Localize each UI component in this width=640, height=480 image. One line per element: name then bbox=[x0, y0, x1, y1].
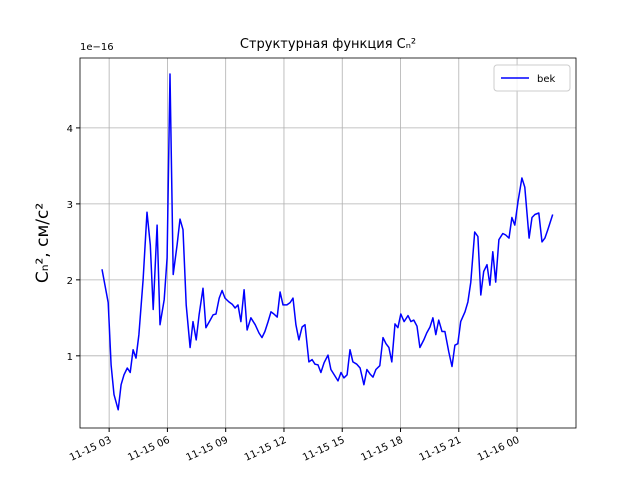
axes-frame bbox=[79, 57, 577, 429]
x-tick-label: 11-15 12 bbox=[243, 435, 288, 464]
y-axis-label: Cₙ², см/с² bbox=[33, 203, 53, 283]
x-tick-label: 11-15 15 bbox=[301, 435, 346, 464]
legend: bek bbox=[493, 64, 571, 92]
x-tick-label: 11-15 18 bbox=[359, 435, 404, 464]
x-tick-label: 11-15 06 bbox=[126, 435, 171, 464]
x-tick-label: 11-15 21 bbox=[418, 435, 463, 464]
y-tick-label: 2 bbox=[67, 276, 73, 287]
data-line bbox=[101, 73, 554, 411]
y-tick-label: 4 bbox=[67, 124, 73, 135]
legend-box bbox=[493, 64, 571, 92]
y-tick-label: 1 bbox=[67, 352, 73, 363]
legend-label: bek bbox=[537, 74, 556, 85]
x-tick-label: 11-15 03 bbox=[68, 435, 113, 464]
offset-label: 1e−16 bbox=[80, 42, 114, 53]
chart-title: Структурная функция Cₙ² bbox=[240, 37, 416, 52]
x-tick-label: 11-15 09 bbox=[185, 435, 230, 464]
x-tick-label: 11-16 00 bbox=[476, 435, 521, 464]
y-tick-label: 3 bbox=[67, 200, 73, 211]
